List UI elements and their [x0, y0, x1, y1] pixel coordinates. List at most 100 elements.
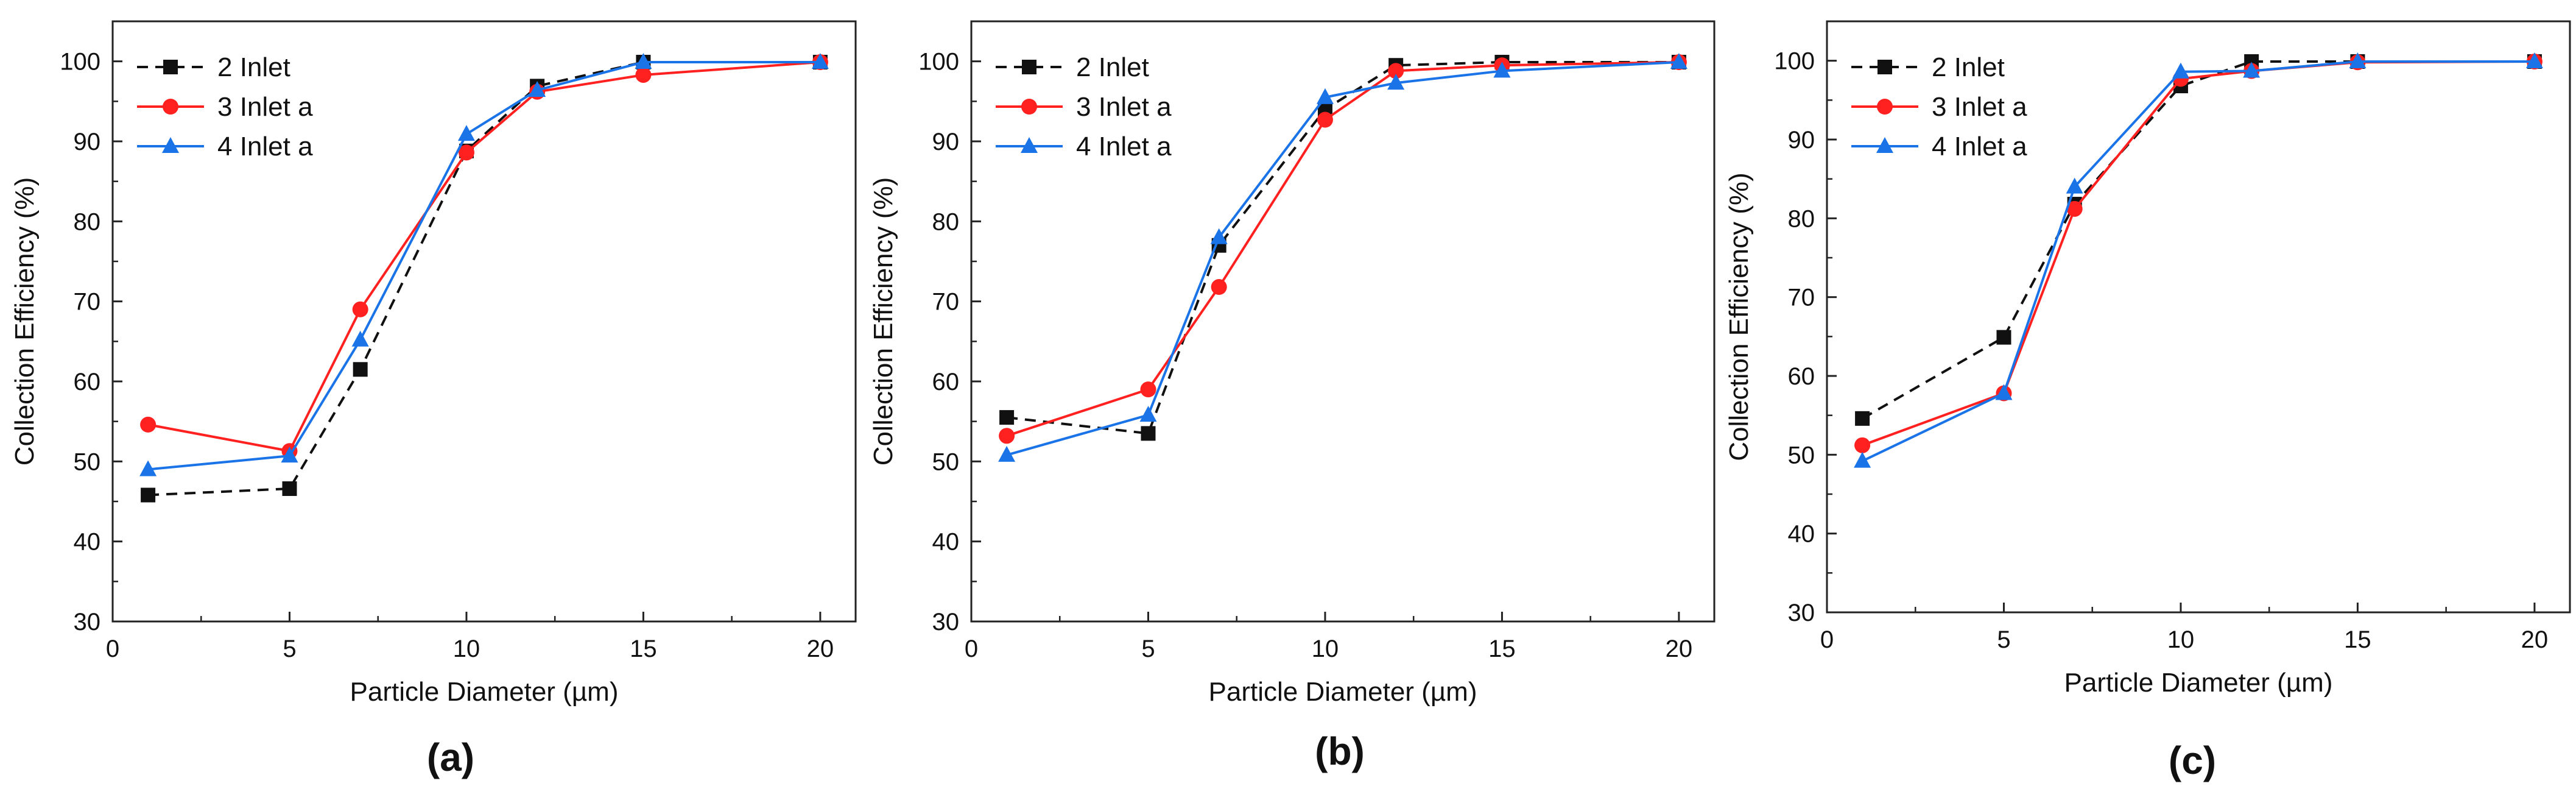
y-tick-label: 30 — [74, 609, 101, 635]
data-point-4-inlet-a[interactable] — [1210, 228, 1228, 244]
data-point-4-inlet-a[interactable] — [2172, 62, 2189, 79]
legend-marker-3-inlet-a[interactable] — [1877, 99, 1893, 115]
legend-label-4-inlet-a: 4 Inlet a — [1076, 132, 1172, 161]
y-tick-label: 70 — [74, 289, 101, 316]
legend-label-3-inlet-a: 3 Inlet a — [1076, 92, 1172, 122]
data-point-4-inlet-a[interactable] — [529, 80, 546, 97]
y-tick-label: 100 — [918, 49, 959, 76]
legend-marker-3-inlet-a[interactable] — [1021, 99, 1037, 115]
x-tick-label: 0 — [106, 635, 119, 662]
y-tick-label: 70 — [1788, 285, 1815, 311]
legend-label-3-inlet-a: 3 Inlet a — [1932, 92, 2027, 122]
data-point-3-inlet-a[interactable] — [458, 144, 474, 161]
data-point-3-inlet-a[interactable] — [635, 66, 652, 83]
legend-marker-4-inlet-a[interactable] — [1876, 137, 1893, 153]
legend-label-4-inlet-a: 4 Inlet a — [217, 132, 313, 161]
series-4-inlet-a — [998, 52, 1687, 462]
x-tick-label: 5 — [1997, 626, 2010, 653]
data-point-2-inlet[interactable] — [141, 487, 156, 503]
y-tick-label: 30 — [1788, 600, 1815, 626]
y-tick-label: 40 — [1788, 521, 1815, 548]
y-tick-label: 60 — [1788, 363, 1815, 390]
x-tick-label: 15 — [2344, 626, 2371, 653]
data-point-3-inlet-a[interactable] — [1388, 63, 1404, 79]
legend-marker-2-inlet[interactable] — [1022, 60, 1036, 74]
data-point-4-inlet-a[interactable] — [1387, 74, 1405, 90]
legend-label-2-inlet: 2 Inlet — [1932, 52, 2005, 82]
x-tick-label: 10 — [1312, 635, 1339, 662]
y-tick-label: 80 — [74, 208, 101, 235]
legend-marker-4-inlet-a[interactable] — [162, 137, 179, 153]
x-tick-label: 15 — [1488, 635, 1516, 662]
data-point-4-inlet-a[interactable] — [2066, 177, 2083, 194]
data-point-4-inlet-a[interactable] — [281, 447, 298, 463]
y-tick-label: 80 — [1788, 205, 1815, 232]
x-tick-label: 20 — [2521, 626, 2549, 653]
data-point-4-inlet-a[interactable] — [2243, 62, 2261, 78]
x-tick-label: 5 — [283, 635, 296, 662]
data-point-4-inlet-a[interactable] — [998, 445, 1016, 462]
data-point-3-inlet-a[interactable] — [1854, 437, 1871, 453]
x-tick-label: 0 — [965, 635, 978, 662]
data-point-3-inlet-a[interactable] — [2066, 200, 2083, 217]
legend: 2 Inlet 3 Inlet a 4 Inlet a — [137, 52, 313, 161]
data-point-4-inlet-a[interactable] — [1854, 451, 1871, 468]
x-tick-label: 20 — [807, 635, 834, 662]
data-point-4-inlet-a[interactable] — [2349, 52, 2367, 68]
data-point-2-inlet[interactable] — [1855, 411, 1870, 426]
data-point-4-inlet-a[interactable] — [1316, 88, 1334, 104]
data-point-2-inlet[interactable] — [353, 362, 368, 377]
data-point-2-inlet[interactable] — [999, 410, 1015, 425]
legend-marker-3-inlet-a[interactable] — [163, 99, 178, 115]
data-point-3-inlet-a[interactable] — [1317, 112, 1333, 128]
x-tick-label: 0 — [1820, 626, 1834, 653]
data-point-3-inlet-a[interactable] — [1211, 279, 1227, 296]
data-point-4-inlet-a[interactable] — [1139, 406, 1157, 422]
panel-label-a: (a) — [427, 735, 474, 779]
data-point-2-inlet[interactable] — [1141, 426, 1156, 441]
x-tick-label: 10 — [2167, 626, 2195, 653]
y-axis-label: Collection Efficiency (%) — [1724, 172, 1754, 461]
y-tick-label: 50 — [1788, 442, 1815, 469]
plot-frame — [111, 20, 857, 623]
chart-panel-c: 0 5 10 15 20 30 40 50 60 70 80 90 100 Particle Diamet… — [1724, 20, 2571, 782]
data-point-4-inlet-a[interactable] — [2525, 52, 2543, 68]
x-tick-label: 5 — [1141, 635, 1155, 662]
data-point-3-inlet-a[interactable] — [999, 428, 1015, 444]
y-tick-label: 90 — [932, 129, 960, 155]
x-axis-label: Particle Diameter (µm) — [350, 677, 619, 707]
data-point-2-inlet[interactable] — [282, 481, 297, 496]
data-point-4-inlet-a[interactable] — [1995, 384, 2013, 400]
data-point-4-inlet-a[interactable] — [457, 125, 475, 141]
data-point-4-inlet-a[interactable] — [635, 52, 652, 69]
plot-frame — [970, 20, 1716, 623]
plot-frame — [1826, 20, 2571, 614]
chart-panel-a: 0 5 10 15 20 30 40 50 60 70 80 90 100 Particle Diamet… — [10, 20, 857, 779]
data-point-4-inlet-a[interactable] — [139, 460, 157, 476]
y-axis-label: Collection Efficiency (%) — [10, 177, 40, 466]
panel-label-b: (b) — [1315, 729, 1365, 773]
data-point-3-inlet-a[interactable] — [1140, 381, 1156, 398]
legend: 2 Inlet 3 Inlet a 4 Inlet a — [1851, 52, 2027, 161]
chart-panel-b: 0 5 10 15 20 30 40 50 60 70 80 90 100 Particle Diamet… — [868, 20, 1716, 773]
legend-marker-4-inlet-a[interactable] — [1021, 137, 1038, 153]
data-point-4-inlet-a[interactable] — [1493, 62, 1511, 78]
data-point-4-inlet-a[interactable] — [1670, 52, 1687, 69]
data-point-3-inlet-a[interactable] — [140, 416, 157, 433]
y-tick-label: 70 — [932, 289, 960, 316]
y-tick-label: 90 — [1788, 127, 1815, 154]
y-tick-label: 100 — [1774, 48, 1815, 75]
data-point-2-inlet[interactable] — [1996, 330, 2011, 345]
y-tick-label: 50 — [932, 448, 960, 475]
data-point-4-inlet-a[interactable] — [351, 330, 369, 347]
data-point-4-inlet-a[interactable] — [811, 52, 829, 69]
series-4-inlet-a — [1854, 52, 2543, 468]
data-point-3-inlet-a[interactable] — [352, 301, 368, 317]
legend-marker-2-inlet[interactable] — [1877, 60, 1892, 74]
y-tick-label: 40 — [932, 529, 960, 556]
legend-marker-2-inlet[interactable] — [163, 60, 178, 74]
legend: 2 Inlet 3 Inlet a 4 Inlet a — [996, 52, 1172, 161]
